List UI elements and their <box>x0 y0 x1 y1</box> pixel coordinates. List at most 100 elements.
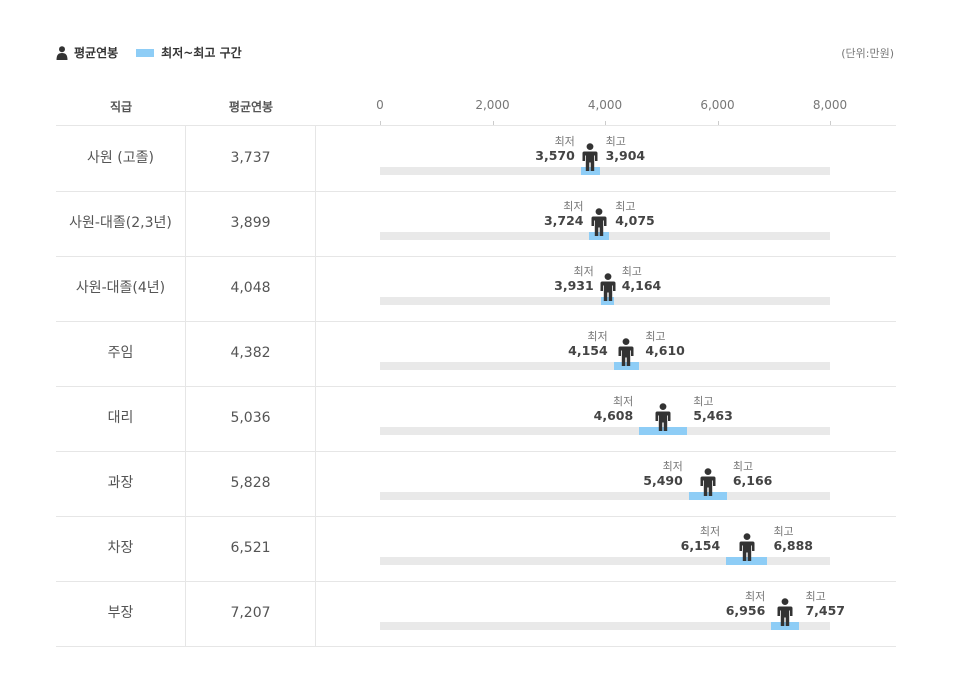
range-bar <box>613 362 640 370</box>
grade-cell: 사원-대졸(2,3년) <box>56 191 186 256</box>
range-bar <box>639 427 688 435</box>
max-title: 최고 <box>732 460 754 473</box>
range-track <box>380 167 830 175</box>
x-tick-mark <box>830 121 831 126</box>
max-title: 최고 <box>693 395 714 408</box>
max-value: 7,457 <box>805 603 845 618</box>
x-tick-mark <box>380 121 381 126</box>
x-tick-mark <box>492 121 494 126</box>
average-person-marker <box>591 208 607 236</box>
max-value: 6,166 <box>732 473 773 488</box>
min-label: 최저 3,724 <box>544 200 584 228</box>
min-title: 최저 <box>745 590 766 603</box>
average-person-marker <box>700 468 716 496</box>
avg-salary-cell: 7,207 <box>186 581 316 646</box>
grade-cell: 사원 (고졸) <box>56 126 186 191</box>
x-tick-mark <box>605 121 606 126</box>
range-track <box>380 362 830 370</box>
x-tick-label: 4,000 <box>587 98 623 112</box>
header-divider <box>56 125 896 126</box>
max-title: 최고 <box>645 330 666 343</box>
min-title: 최저 <box>563 200 584 213</box>
table-row: 대리 5,036 <box>56 386 896 452</box>
legend: 평균연봉 최저~최고 구간 <box>56 44 260 61</box>
average-person-marker <box>655 403 671 431</box>
max-value: 4,164 <box>621 278 662 293</box>
avg-salary-cell: 4,382 <box>186 321 316 386</box>
max-value: 6,888 <box>773 538 813 553</box>
avg-salary-cell: 5,036 <box>186 386 316 451</box>
min-label: 최저 6,956 <box>726 590 766 618</box>
min-title: 최저 <box>554 135 575 148</box>
min-title: 최저 <box>699 525 721 538</box>
min-value: 3,931 <box>554 278 594 293</box>
max-label: 최고 4,164 <box>622 265 662 293</box>
min-label: 최저 3,931 <box>554 265 594 293</box>
average-person-marker <box>618 338 634 366</box>
average-person-marker <box>739 533 755 561</box>
min-label: 최저 5,490 <box>643 460 683 488</box>
max-value: 5,463 <box>693 408 733 423</box>
unit-label: (단위:만원) <box>841 47 894 60</box>
legend-range-swatch <box>136 48 155 57</box>
grade-cell: 부장 <box>56 581 186 646</box>
grade-cell: 과장 <box>56 451 186 516</box>
table-row: 사원-대졸(2,3년) 3,899 <box>56 191 896 257</box>
person-icon <box>56 45 68 60</box>
range-bar <box>601 297 615 305</box>
min-value: 4,608 <box>593 408 634 423</box>
min-value: 3,570 <box>535 148 575 163</box>
min-value: 5,490 <box>643 473 683 488</box>
range-track <box>380 492 830 500</box>
table-row: 사원-대졸(4년) 4,048 <box>56 256 896 322</box>
table-row: 과장 5,828 <box>56 451 896 517</box>
table-row: 사원 (고졸) 3,737 <box>56 126 896 192</box>
grade-cell: 주임 <box>56 321 186 386</box>
max-title: 최고 <box>605 135 626 148</box>
grade-cell: 대리 <box>56 386 186 451</box>
table-row: 부장 7,207 <box>56 581 896 647</box>
range-track <box>380 622 830 630</box>
range-bar <box>688 492 727 500</box>
min-value: 6,154 <box>680 538 721 553</box>
max-label: 최고 4,075 <box>615 200 655 228</box>
legend-item-range: 최저~최고 구간 <box>136 44 242 61</box>
x-tick-label: 8,000 <box>812 98 848 112</box>
table-row: 주임 4,382 <box>56 321 896 387</box>
legend-range-label: 최저~최고 구간 <box>161 46 242 60</box>
max-label: 최고 5,463 <box>693 395 733 423</box>
min-title: 최저 <box>587 330 608 343</box>
avg-salary-cell: 3,737 <box>186 126 316 191</box>
max-label: 최고 6,166 <box>733 460 773 488</box>
max-label: 최고 7,457 <box>805 590 845 618</box>
avg-salary-cell: 5,828 <box>186 451 316 516</box>
average-person-marker <box>777 598 793 626</box>
max-value: 4,075 <box>615 213 655 228</box>
max-label: 최고 3,904 <box>606 135 646 163</box>
range-track <box>380 557 830 565</box>
range-bar <box>580 167 600 175</box>
min-label: 최저 3,570 <box>535 135 575 163</box>
range-track <box>380 427 830 435</box>
max-title: 최고 <box>773 525 794 538</box>
min-value: 3,724 <box>543 213 584 228</box>
max-title: 최고 <box>805 590 826 603</box>
avg-salary-cell: 3,899 <box>186 191 316 256</box>
range-bar <box>726 557 768 565</box>
min-title: 최저 <box>612 395 634 408</box>
x-tick-label: 2,000 <box>475 98 510 112</box>
grade-cell: 사원-대졸(4년) <box>56 256 186 321</box>
max-label: 최고 6,888 <box>773 525 813 553</box>
min-label: 최저 4,608 <box>594 395 634 423</box>
x-tick-label: 6,000 <box>700 98 735 112</box>
max-label: 최고 4,610 <box>645 330 685 358</box>
max-value: 3,904 <box>605 148 646 163</box>
max-value: 4,610 <box>645 343 685 358</box>
min-title: 최저 <box>662 460 683 473</box>
column-header-avg: 평균연봉 <box>228 100 274 114</box>
max-title: 최고 <box>621 265 642 278</box>
min-title: 최저 <box>573 265 594 278</box>
min-label: 최저 6,154 <box>681 525 721 553</box>
max-title: 최고 <box>615 200 636 213</box>
x-tick-mark <box>717 121 719 126</box>
